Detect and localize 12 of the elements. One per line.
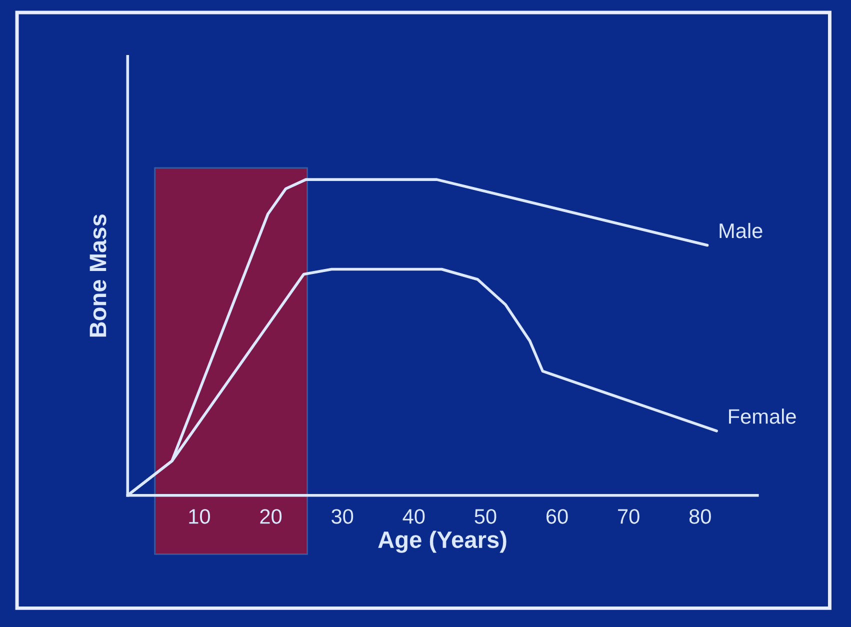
x-tick-label: 70 [618, 509, 640, 524]
series-label: Male [720, 222, 762, 238]
x-tick-label: 80 [689, 509, 711, 524]
x-tick-label: 50 [474, 509, 496, 524]
x-tick-label: 60 [546, 509, 568, 524]
x-tick-label: 10 [189, 509, 210, 524]
x-tick-label: 20 [260, 509, 282, 524]
x-tick-label: 30 [332, 509, 354, 524]
x-axis-title: Age (Years) [378, 530, 506, 553]
series-label: Female [729, 408, 796, 424]
y-axis-title: Bone Mass [90, 214, 106, 337]
x-tick-label: 40 [402, 509, 425, 524]
